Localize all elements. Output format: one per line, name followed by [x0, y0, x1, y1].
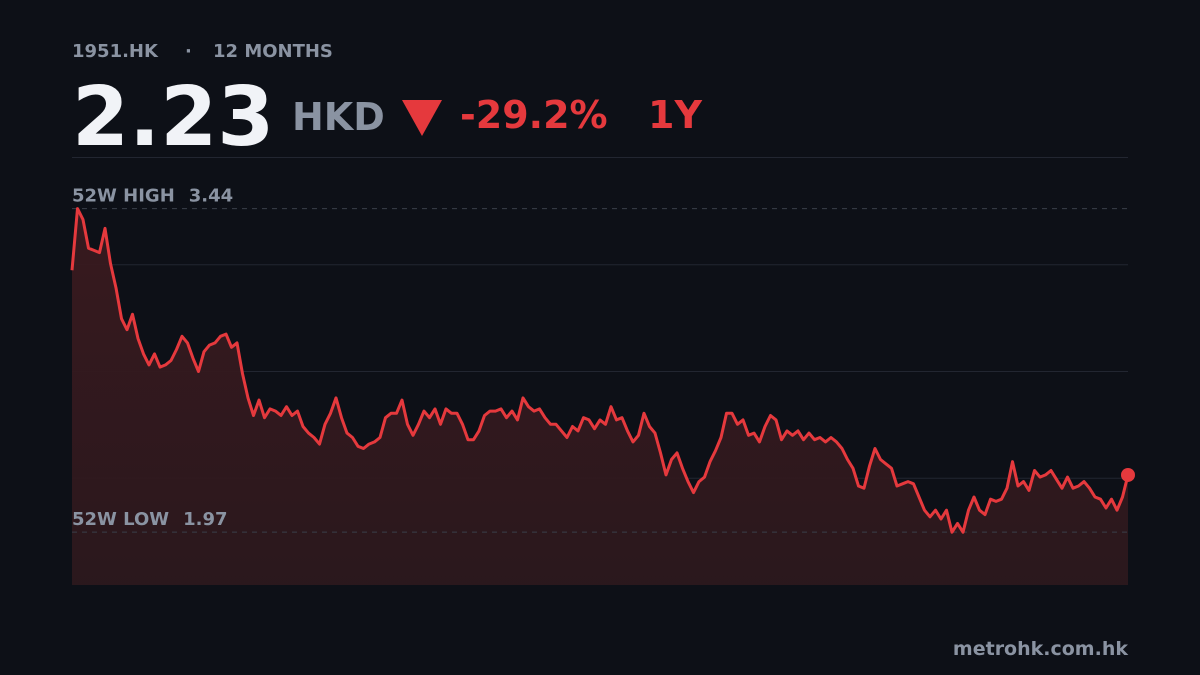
plot: 52W HIGH 3.44 52W LOW 1.97	[70, 186, 1135, 585]
last-point	[1121, 467, 1135, 482]
high-label-text: 52W HIGH	[72, 186, 175, 207]
currency: HKD	[292, 95, 385, 139]
change-direction	[402, 100, 442, 136]
high-label-value: 3.44	[189, 186, 233, 207]
low-label-text: 52W LOW	[72, 509, 169, 530]
low-label: 52W LOW 1.97	[72, 509, 228, 530]
source: metrohk.com.hk	[953, 638, 1128, 660]
price-line	[70, 207, 1130, 534]
high-label: 52W HIGH 3.44	[72, 186, 233, 207]
area	[72, 208, 1128, 585]
range: 1Y	[648, 93, 702, 137]
separator: ·	[185, 41, 192, 62]
ticker: 1951.HK	[72, 41, 159, 62]
change: -29.2%	[460, 93, 608, 137]
period: 12 MONTHS	[213, 41, 333, 62]
low-label-value: 1.97	[183, 509, 227, 530]
price: 2.23	[72, 70, 274, 165]
